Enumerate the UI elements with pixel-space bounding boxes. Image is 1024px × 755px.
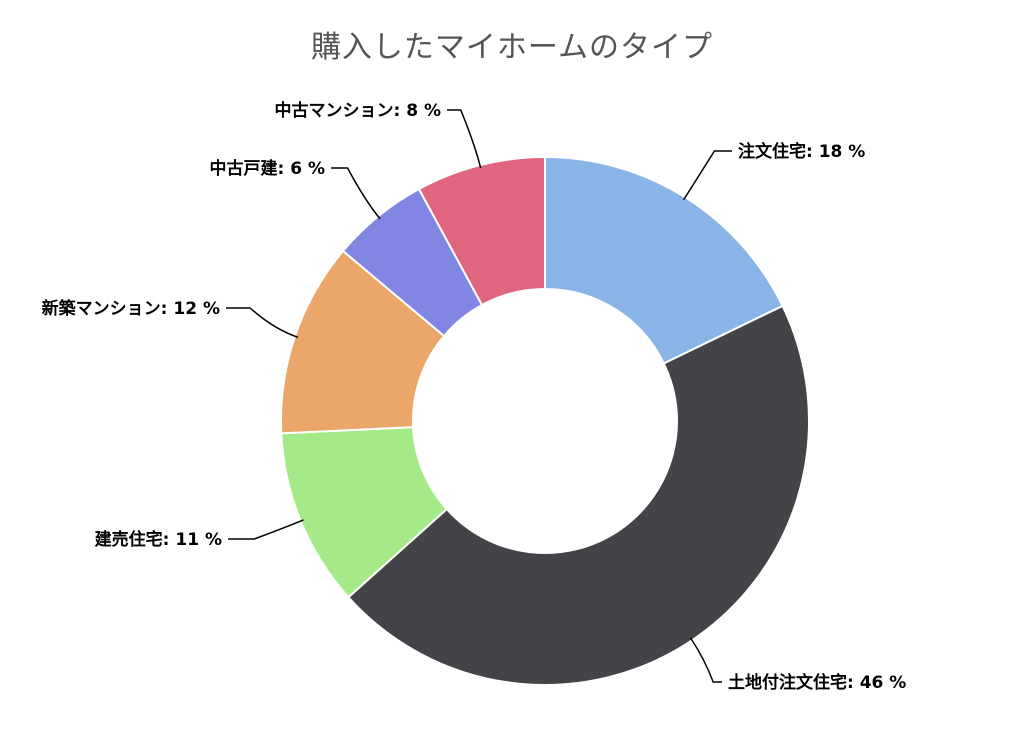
pie-slice[interactable] xyxy=(544,155,784,365)
label-connector xyxy=(682,150,732,201)
data-label: 注文住宅: 18 % xyxy=(738,141,865,162)
label-connector xyxy=(226,307,299,338)
label-connector xyxy=(447,109,482,169)
slices-layer xyxy=(280,155,810,686)
label-connector xyxy=(228,519,304,540)
data-label: 土地付注文住宅: 46 % xyxy=(728,672,906,693)
data-label: 中古戸建: 6 % xyxy=(210,158,326,179)
data-label: 建売住宅: 11 % xyxy=(95,529,222,550)
chart-title: 購入したマイホームのタイプ xyxy=(310,30,714,65)
pie-slice[interactable] xyxy=(417,155,546,307)
label-connector xyxy=(689,637,722,683)
label-connector xyxy=(331,167,381,220)
connectors-layer xyxy=(226,109,732,683)
data-label: 中古マンション: 8 % xyxy=(275,100,442,121)
labels-layer: 注文住宅: 18 % 土地付注文住宅: 46 % 建売住宅: 11 % 新築マンション… xyxy=(42,100,907,693)
data-label: 新築マンション: 12 % xyxy=(42,298,220,319)
pie-slice[interactable] xyxy=(347,304,810,686)
